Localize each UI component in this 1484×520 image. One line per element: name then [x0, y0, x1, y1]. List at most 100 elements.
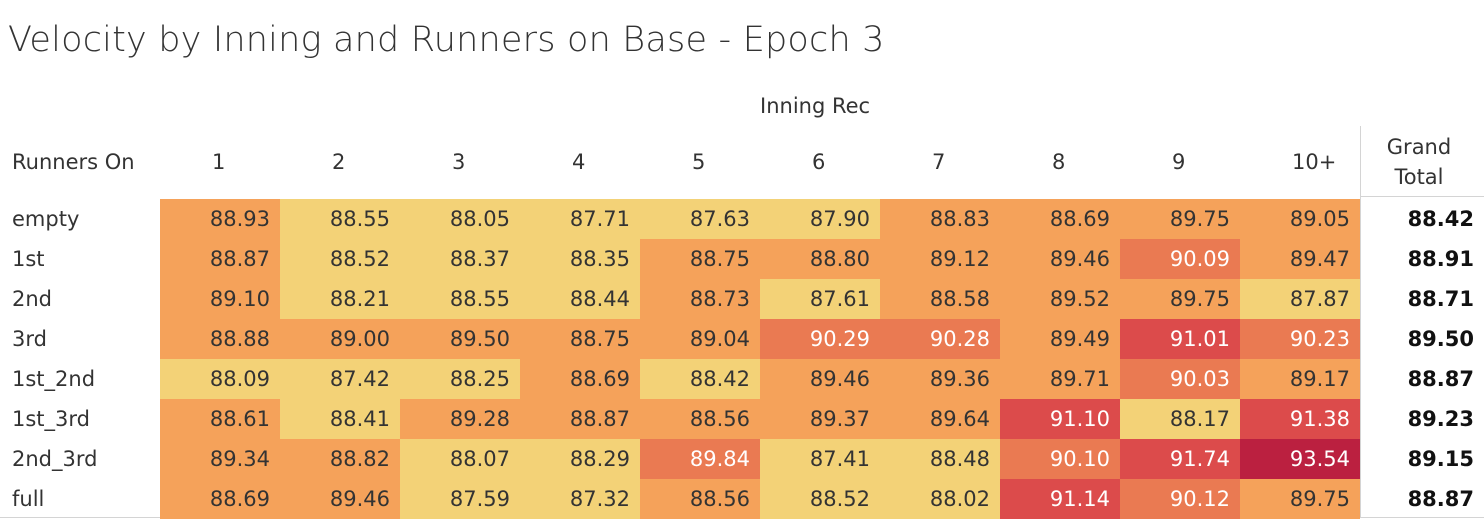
heatmap-cell: 91.74: [1120, 439, 1240, 479]
heatmap-cell: 88.56: [640, 479, 760, 519]
heatmap-cell: 88.17: [1120, 399, 1240, 439]
heatmap-cell: 89.28: [400, 399, 520, 439]
heatmap-cell: 88.21: [280, 279, 400, 319]
heatmap-cell: 89.52: [1000, 279, 1120, 319]
heatmap-cell: 89.49: [1000, 319, 1120, 359]
heatmap-cell: 88.55: [280, 199, 400, 239]
heatmap-cell: 88.25: [400, 359, 520, 399]
heatmap-cell: 88.29: [520, 439, 640, 479]
heatmap-cell: 88.88: [160, 319, 280, 359]
heatmap-cell: 88.69: [520, 359, 640, 399]
heatmap-cell: 88.55: [400, 279, 520, 319]
heatmap-cell: 88.73: [640, 279, 760, 319]
heatmap-cell: 90.28: [880, 319, 1000, 359]
column-header-1: 1: [212, 150, 226, 174]
heatmap-cell: 89.64: [880, 399, 1000, 439]
heatmap-cell: 87.59: [400, 479, 520, 519]
column-header-9: 9: [1172, 150, 1186, 174]
heatmap-cell: 91.01: [1120, 319, 1240, 359]
heatmap-cell: 89.75: [1120, 199, 1240, 239]
heatmap-cell: 88.07: [400, 439, 520, 479]
heatmap-cell: 88.44: [520, 279, 640, 319]
heatmap-cell: 89.36: [880, 359, 1000, 399]
heatmap-cell: 87.41: [760, 439, 880, 479]
row-label-1st_3rd: 1st_3rd: [12, 407, 90, 431]
grand-total-cell: 88.87: [1407, 487, 1474, 511]
heatmap-cell: 88.87: [520, 399, 640, 439]
heatmap-cell: 89.75: [1120, 279, 1240, 319]
heatmap-cell: 89.12: [880, 239, 1000, 279]
heatmap-cell: 89.71: [1000, 359, 1120, 399]
row-label-empty: empty: [12, 207, 80, 231]
grand-total-cell: 88.91: [1407, 247, 1474, 271]
grand-total-divider: [1360, 126, 1361, 518]
grand-total-cell: 88.71: [1407, 287, 1474, 311]
heatmap-cell: 89.10: [160, 279, 280, 319]
heatmap-cell: 88.42: [640, 359, 760, 399]
column-header-5: 5: [692, 150, 706, 174]
grand-total-cell: 89.50: [1407, 327, 1474, 351]
grand-total-cell: 88.87: [1407, 367, 1474, 391]
heatmap-cell: 88.80: [760, 239, 880, 279]
heatmap-cell: 89.04: [640, 319, 760, 359]
column-header-8: 8: [1052, 150, 1066, 174]
heatmap-cell: 88.61: [160, 399, 280, 439]
heatmap-cell: 88.69: [1000, 199, 1120, 239]
heatmap-cell: 88.05: [400, 199, 520, 239]
heatmap-cell: 89.46: [1000, 239, 1120, 279]
column-header-4: 4: [572, 150, 586, 174]
heatmap-cell: 87.90: [760, 199, 880, 239]
heatmap-cell: 88.48: [880, 439, 1000, 479]
heatmap-cell: 88.02: [880, 479, 1000, 519]
heatmap-cell: 88.82: [280, 439, 400, 479]
heatmap-cell: 88.37: [400, 239, 520, 279]
heatmap-cell: 88.52: [760, 479, 880, 519]
column-header-7: 7: [932, 150, 946, 174]
heatmap-cell: 90.29: [760, 319, 880, 359]
heatmap-cell: 91.14: [1000, 479, 1120, 519]
heatmap-cell: 87.42: [280, 359, 400, 399]
row-label-1st_2nd: 1st_2nd: [12, 367, 96, 391]
heatmap-cell: 89.37: [760, 399, 880, 439]
heatmap-cell: 89.00: [280, 319, 400, 359]
heatmap-cell: 88.87: [160, 239, 280, 279]
heatmap-cell: 89.50: [400, 319, 520, 359]
column-header-2: 2: [332, 150, 346, 174]
heatmap-cell: 88.56: [640, 399, 760, 439]
heatmap-cell: 88.58: [880, 279, 1000, 319]
heatmap-cell: 87.61: [760, 279, 880, 319]
heatmap-cell: 87.63: [640, 199, 760, 239]
heatmap-cell: 90.10: [1000, 439, 1120, 479]
row-label-2nd: 2nd: [12, 287, 53, 311]
chart-title: Velocity by Inning and Runners on Base -…: [8, 20, 885, 60]
heatmap-cell: 89.84: [640, 439, 760, 479]
heatmap-cell: 91.38: [1240, 399, 1360, 439]
heatmap-cell: 88.09: [160, 359, 280, 399]
heatmap-cell: 88.41: [280, 399, 400, 439]
row-label-2nd_3rd: 2nd_3rd: [12, 447, 98, 471]
heatmap-cell: 89.46: [760, 359, 880, 399]
heatmap-cell: 88.93: [160, 199, 280, 239]
heatmap-cell: 88.52: [280, 239, 400, 279]
heatmap-cell: 88.35: [520, 239, 640, 279]
row-header-label: Runners On: [12, 150, 135, 174]
grand-total-header: Grand Total: [1386, 135, 1452, 189]
row-label-3rd: 3rd: [12, 327, 47, 351]
column-header-3: 3: [452, 150, 466, 174]
row-label-full: full: [12, 487, 45, 511]
heatmap-cell: 91.10: [1000, 399, 1120, 439]
column-group-label: Inning Rec: [760, 94, 871, 118]
grand-total-cell: 88.42: [1407, 207, 1474, 231]
heatmap-cell: 88.75: [520, 319, 640, 359]
heatmap-cell: 89.05: [1240, 199, 1360, 239]
heatmap-cell: 89.75: [1240, 479, 1360, 519]
heatmap-cell: 87.32: [520, 479, 640, 519]
heatmap-cell: 89.34: [160, 439, 280, 479]
heatmap-cell: 90.12: [1120, 479, 1240, 519]
grand-total-cell: 89.23: [1407, 407, 1474, 431]
heatmap-cell: 89.47: [1240, 239, 1360, 279]
column-header-10+: 10+: [1292, 150, 1337, 174]
heatmap-cell: 89.17: [1240, 359, 1360, 399]
heatmap-cell: 88.69: [160, 479, 280, 519]
grand-total-header-rule: [1360, 196, 1484, 197]
